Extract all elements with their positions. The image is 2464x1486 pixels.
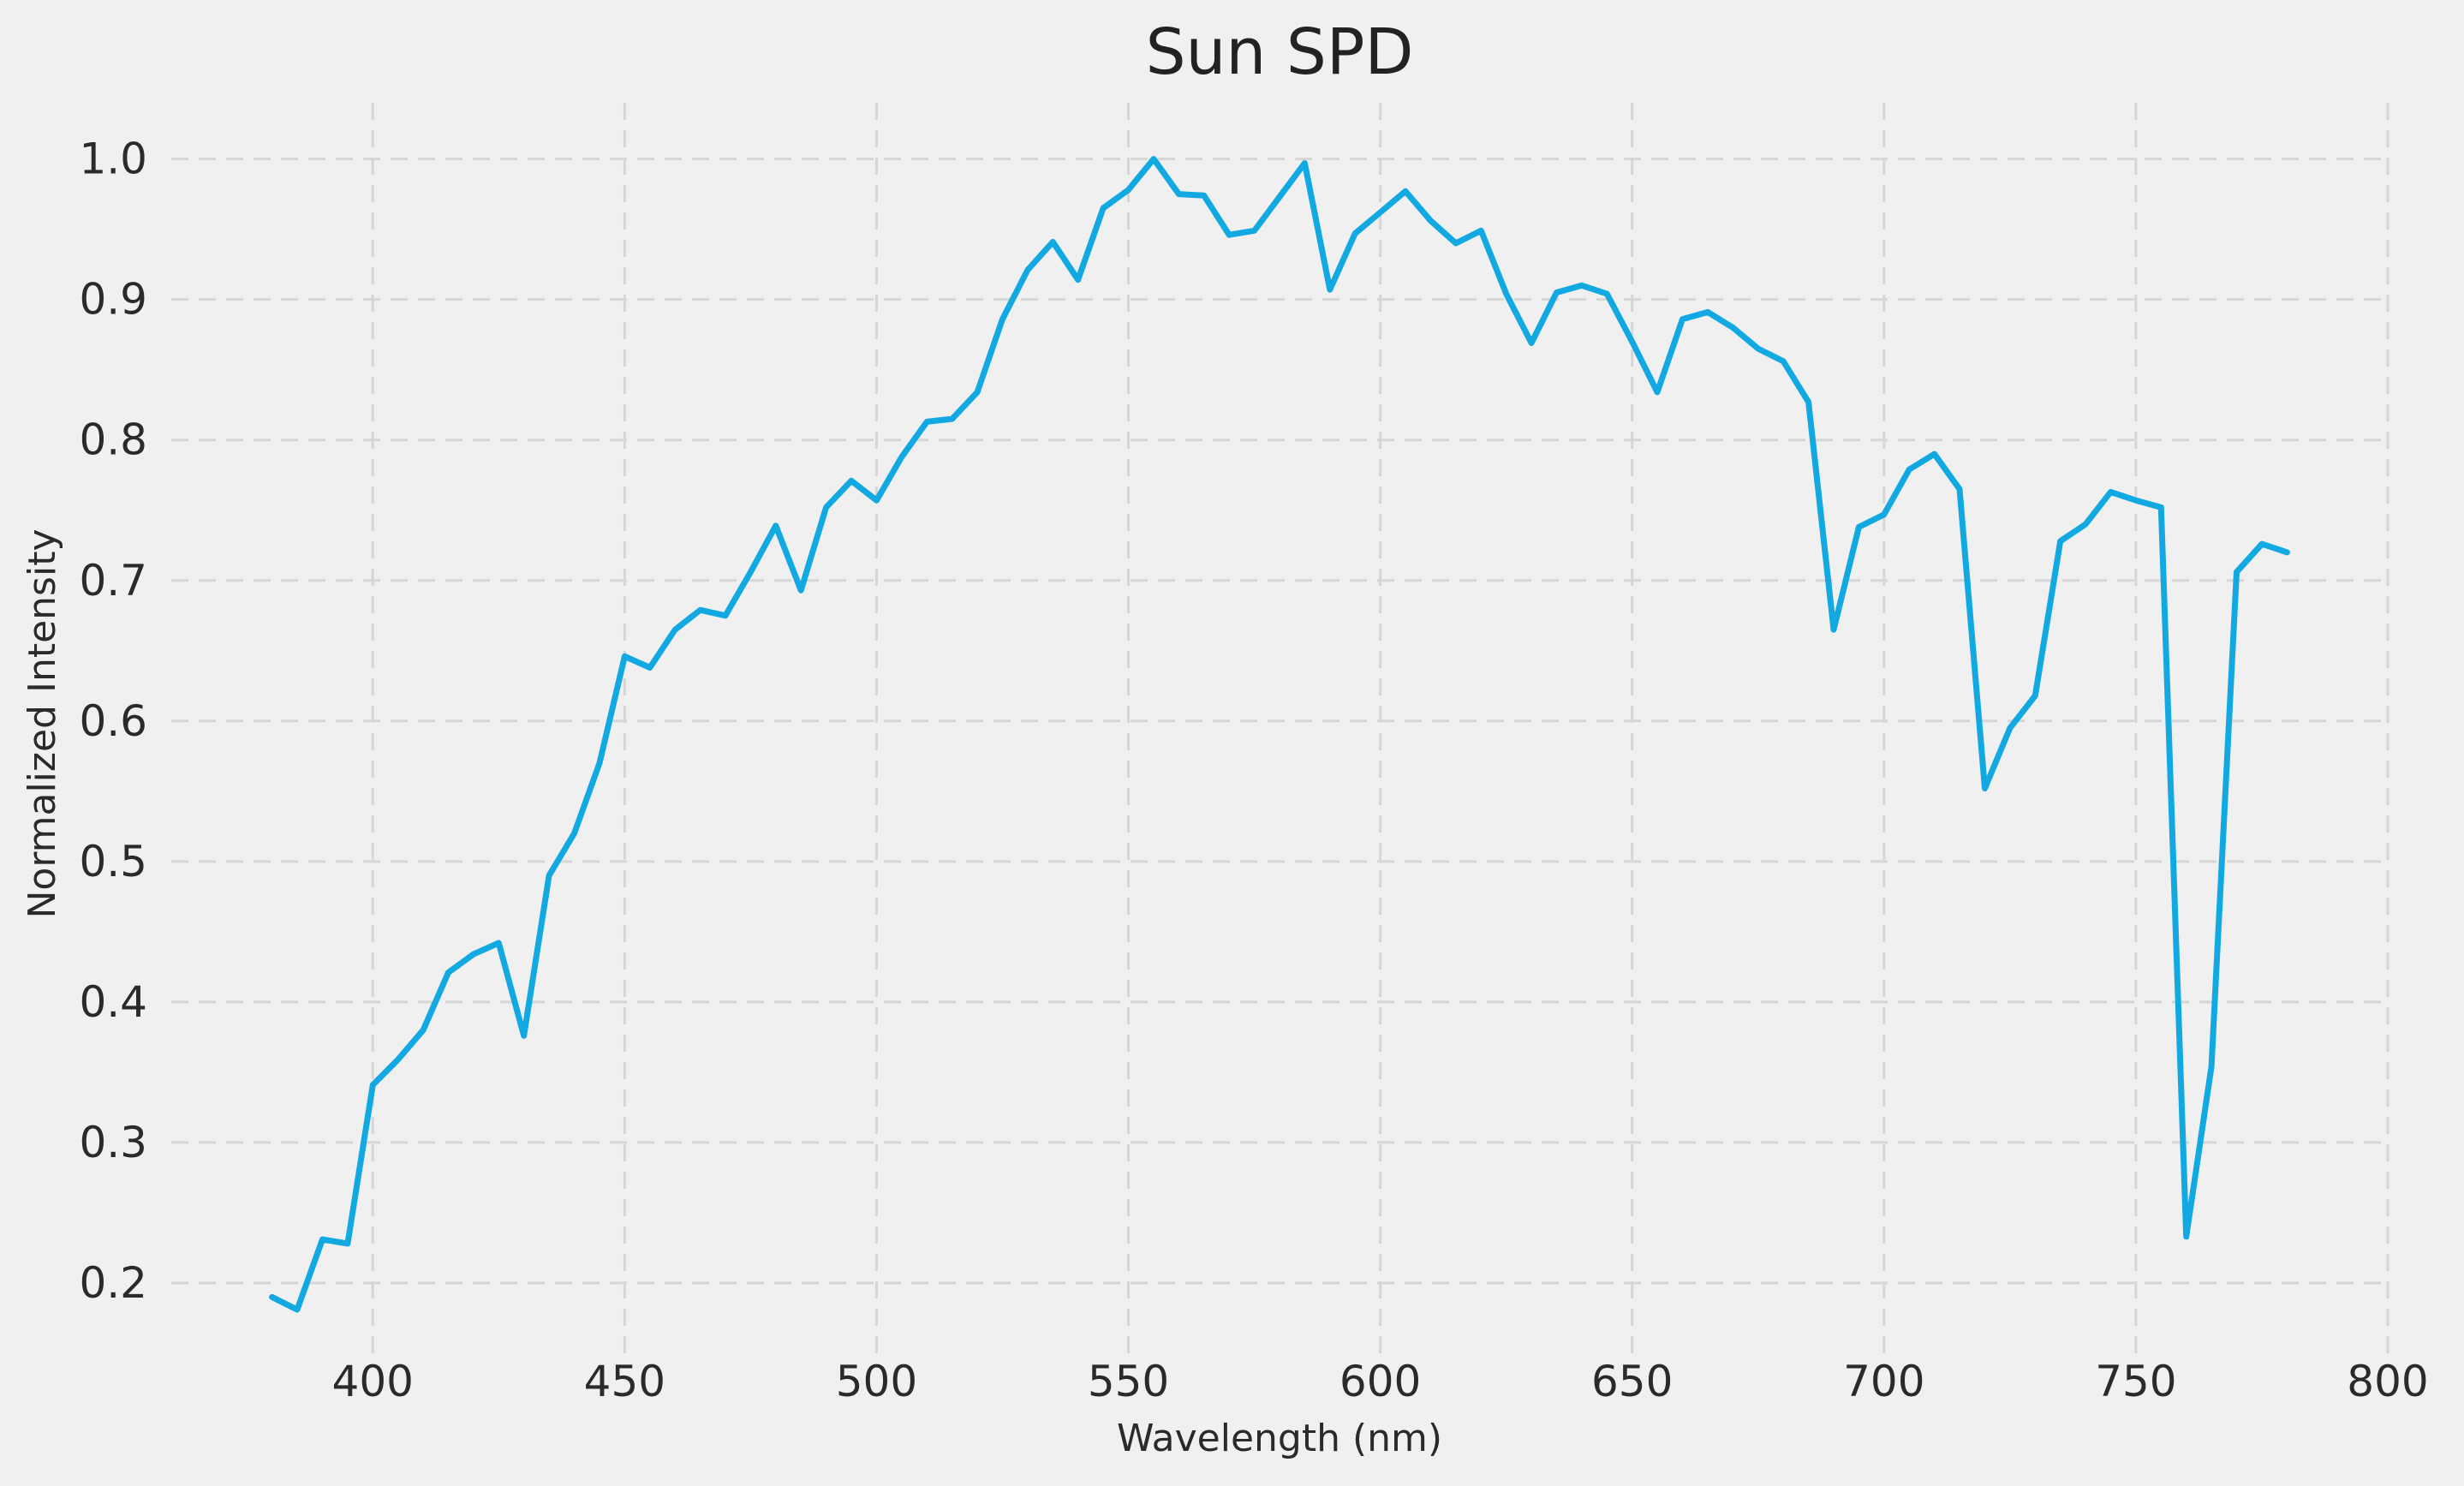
y-tick-label: 0.9 — [79, 275, 147, 325]
x-tick-label: 600 — [1339, 1357, 1421, 1406]
x-tick-label: 800 — [2347, 1357, 2428, 1406]
y-tick-label: 0.2 — [79, 1258, 147, 1308]
y-tick-label: 0.3 — [79, 1118, 147, 1167]
y-tick-label: 0.4 — [79, 977, 147, 1027]
y-tick-label: 0.5 — [79, 837, 147, 886]
series-layer — [269, 156, 2290, 1313]
x-tick-labels: 400 450 500 550 600 650 700 750 800 — [332, 1357, 2429, 1406]
chart-title: Sun SPD — [1146, 15, 1414, 89]
x-tick-label: 500 — [836, 1357, 917, 1406]
x-tick-label: 650 — [1591, 1357, 1673, 1406]
x-tick-label: 450 — [584, 1357, 665, 1406]
y-tick-labels: 0.2 0.3 0.4 0.5 0.6 0.7 0.8 0.9 1.0 — [79, 134, 147, 1308]
x-tick-label: 750 — [2095, 1357, 2176, 1406]
y-tick-label: 0.7 — [79, 556, 147, 606]
spd-series-line — [269, 156, 2290, 1313]
x-tick-label: 700 — [1843, 1357, 1924, 1406]
x-tick-label: 550 — [1088, 1357, 1169, 1406]
y-axis-label: Normalized Intensity — [21, 528, 64, 918]
x-axis-label: Wavelength (nm) — [1117, 1417, 1442, 1460]
x-tick-label: 400 — [332, 1357, 414, 1406]
y-tick-label: 1.0 — [79, 134, 147, 184]
y-tick-label: 0.8 — [79, 415, 147, 465]
grid — [171, 103, 2389, 1353]
y-tick-label: 0.6 — [79, 696, 147, 746]
